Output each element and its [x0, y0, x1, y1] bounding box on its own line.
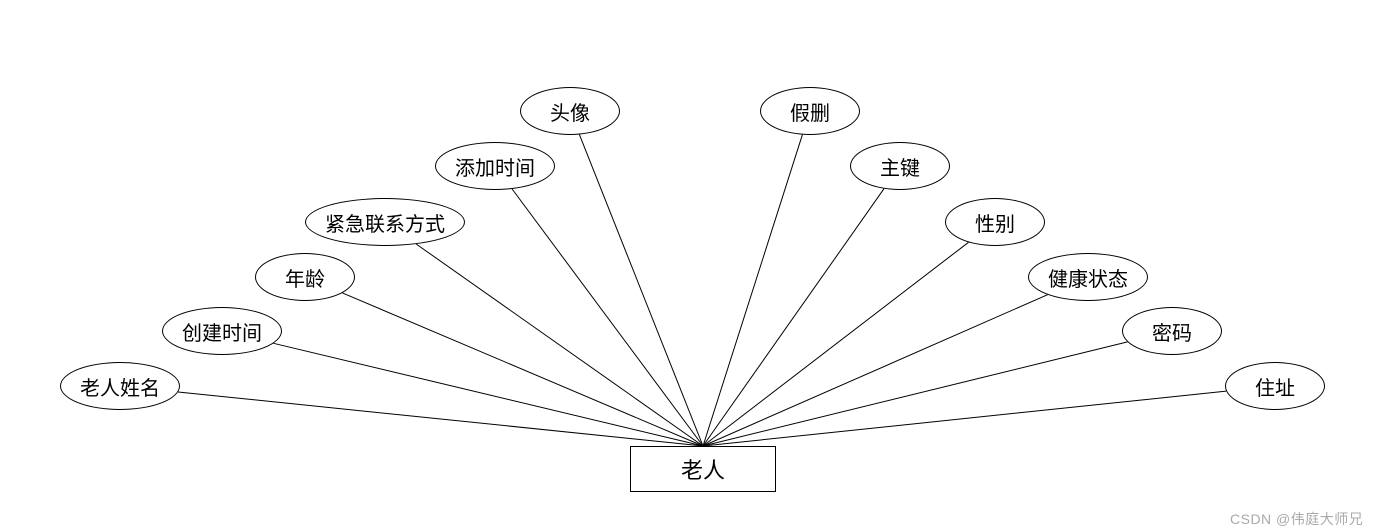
- attr-label: 假删: [790, 97, 830, 126]
- attr-label: 添加时间: [455, 152, 535, 181]
- attr-gender: 性别: [945, 198, 1045, 246]
- attr-label: 创建时间: [182, 317, 262, 346]
- attr-label: 紧急联系方式: [325, 208, 445, 237]
- edge-name: [178, 392, 703, 446]
- edge-avatar: [579, 135, 703, 446]
- attr-label: 密码: [1152, 317, 1192, 346]
- edge-pwd: [703, 342, 1128, 446]
- attr-label: 住址: [1255, 372, 1295, 401]
- edge-gender: [703, 242, 969, 446]
- attr-del: 假删: [760, 87, 860, 135]
- watermark-text: CSDN @伟庭大师兄: [1230, 509, 1363, 528]
- attr-label: 年龄: [285, 263, 325, 292]
- entity-center: 老人: [630, 446, 776, 492]
- attr-health: 健康状态: [1028, 253, 1148, 301]
- edge-pk: [703, 189, 884, 446]
- edge-addr: [703, 391, 1226, 446]
- attr-label: 性别: [975, 208, 1015, 237]
- attr-label: 老人姓名: [80, 372, 160, 401]
- attr-pwd: 密码: [1122, 307, 1222, 355]
- entity-label: 老人: [681, 453, 725, 485]
- edge-contact: [416, 244, 703, 446]
- edge-del: [703, 135, 802, 446]
- attr-atime: 添加时间: [435, 142, 555, 190]
- attr-ctime: 创建时间: [162, 307, 282, 355]
- edge-health: [703, 295, 1048, 446]
- attr-label: 健康状态: [1048, 263, 1128, 292]
- edge-age: [342, 293, 703, 446]
- attr-avatar: 头像: [520, 87, 620, 135]
- attr-pk: 主键: [850, 142, 950, 190]
- attr-label: 主键: [880, 152, 920, 181]
- attr-name: 老人姓名: [60, 362, 180, 410]
- attr-contact: 紧急联系方式: [305, 198, 465, 246]
- attr-label: 头像: [550, 97, 590, 126]
- attr-age: 年龄: [255, 253, 355, 301]
- attr-addr: 住址: [1225, 362, 1325, 410]
